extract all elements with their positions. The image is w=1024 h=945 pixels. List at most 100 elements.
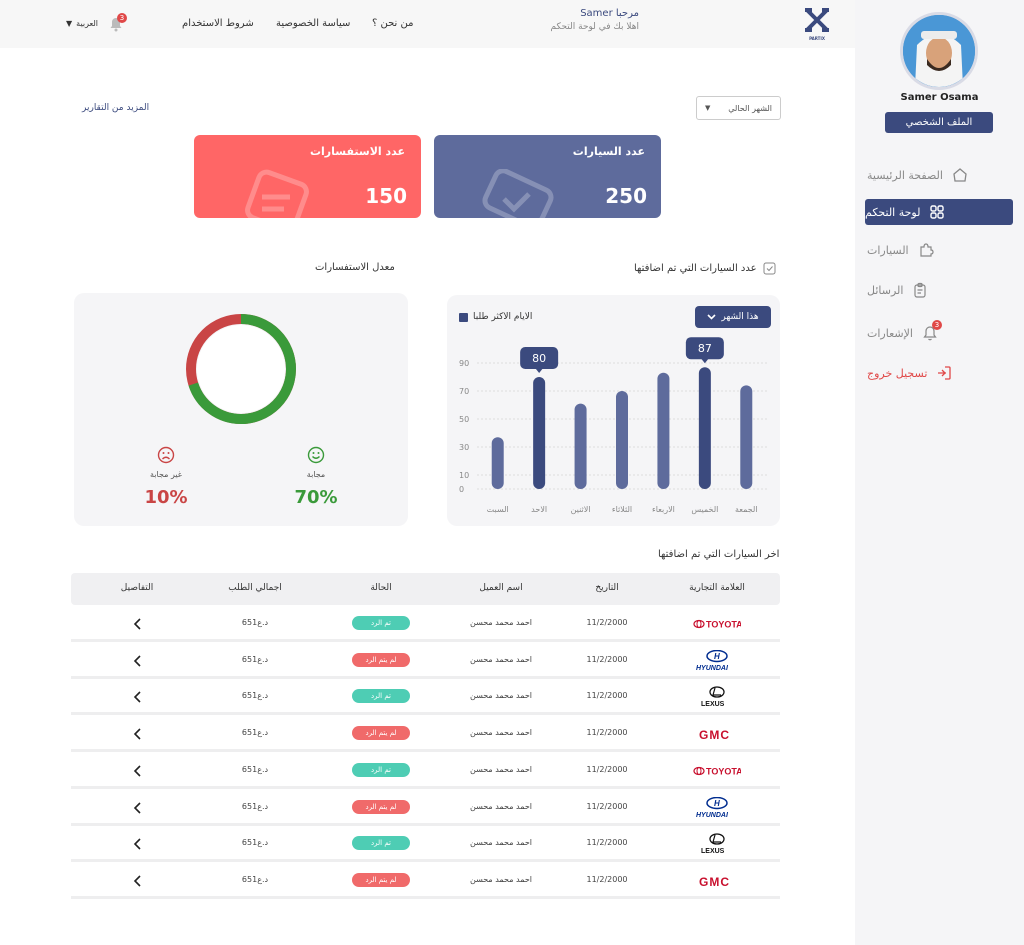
notifications-button[interactable]: 3 <box>108 13 127 32</box>
clipboard-icon <box>911 281 929 299</box>
logo-text: PARTIX <box>809 36 825 41</box>
column-header-brand: العلامة التجارية <box>689 583 745 593</box>
row-client: احمد محمد محسن <box>469 618 533 627</box>
y-tick-label: 50 <box>459 415 469 424</box>
table-row[interactable]: GMC 11/2/2000 احمد محمد محسن لم يتم الرد 651… <box>71 863 780 899</box>
column-header-details: التفاصيل <box>120 583 154 593</box>
status-badge: تم الرد <box>352 689 410 704</box>
svg-text:LEXUS: LEXUS <box>701 848 725 855</box>
sidebar-item-label: السيارات <box>867 243 909 257</box>
chart-bar[interactable] <box>698 367 711 489</box>
brand-logo: H HYUNDAI <box>679 649 755 673</box>
grid-icon <box>928 203 946 221</box>
language-select[interactable]: ▼ العربية <box>66 19 98 28</box>
month-filter-button[interactable]: هذا الشهر <box>695 306 771 328</box>
brand-logo: GMC <box>679 722 755 746</box>
unanswered-value: 10% <box>144 487 188 508</box>
more-reports-link[interactable]: المزيد من التقارير <box>82 103 150 113</box>
bar-value-callout: 80 <box>520 347 559 373</box>
terms-link[interactable]: شروط الاستخدام <box>182 18 254 29</box>
svg-text:TOYOTA: TOYOTA <box>706 620 741 630</box>
chart-bar[interactable] <box>657 372 670 489</box>
chart-bar[interactable] <box>574 403 587 489</box>
details-button[interactable] <box>131 836 145 850</box>
table-row[interactable]: H HYUNDAI 11/2/2000 احمد محمد محسن لم يتم ال… <box>71 643 780 679</box>
about-link[interactable]: من نحن ؟ <box>372 18 414 29</box>
donut-segment-answered <box>186 314 296 424</box>
cars-count-card[interactable]: عدد السيارات 250 <box>434 135 661 218</box>
table-row[interactable]: H HYUNDAI 11/2/2000 احمد محمد محسن لم يتم ال… <box>71 790 780 826</box>
sidebar-item-messages[interactable]: الرسائل <box>867 277 1013 303</box>
y-tick-label: 30 <box>459 443 469 452</box>
table-row[interactable]: LEXUS 11/2/2000 احمد محمد محسن تم الرد 651د.… <box>71 826 780 863</box>
svg-text:TOYOTA: TOYOTA <box>706 766 741 776</box>
home-icon <box>951 166 969 184</box>
row-date: 11/2/2000 <box>586 691 628 701</box>
chevron-left-icon <box>133 765 141 777</box>
row-total: 651د.ع <box>241 618 269 627</box>
brand-logo: GMC <box>679 869 755 893</box>
details-button[interactable] <box>131 763 145 777</box>
row-date: 11/2/2000 <box>586 654 628 664</box>
status-badge: تم الرد <box>352 616 410 630</box>
month-filter-label: هذا الشهر <box>721 312 759 322</box>
greeting-subtitle: اهلا بك في لوحة التحكم <box>550 22 639 32</box>
top-header: ▼ العربية 3 شروط الاستخدام سياسة الخصوصي… <box>0 0 855 48</box>
details-button[interactable] <box>131 800 145 814</box>
sidebar-item-cars[interactable]: السيارات <box>867 237 1013 263</box>
chart-bar[interactable] <box>491 437 504 489</box>
chevron-left-icon <box>133 691 141 703</box>
inquiries-count-value: 150 <box>365 184 407 208</box>
chevron-down-icon: ▼ <box>66 19 73 28</box>
sidebar-item-dashboard[interactable]: لوحة التحكم <box>865 199 1013 225</box>
x-tick-label: الاحد <box>531 505 547 514</box>
details-button[interactable] <box>131 653 145 667</box>
profile-button[interactable]: الملف الشخصي <box>885 112 993 133</box>
details-button[interactable] <box>131 726 145 740</box>
svg-text:GMC: GMC <box>699 875 730 888</box>
x-tick-label: الثلاثاء <box>612 505 632 514</box>
x-tick-label: الخميس <box>691 505 718 514</box>
inquiries-count-card[interactable]: عدد الاستفسارات 150 <box>194 135 421 218</box>
sidebar-item-notifications[interactable]: 3 الإشعارات <box>867 320 1013 346</box>
chart-bar[interactable] <box>740 385 753 489</box>
answered-value: 70% <box>294 487 338 508</box>
row-total: 651د.ع <box>241 801 269 811</box>
row-client: احمد محمد محسن <box>469 764 533 774</box>
brand-logo: TOYOTA <box>679 759 755 783</box>
table-row[interactable]: TOYOTA 11/2/2000 احمد محمد محسن تم الرد 651د… <box>71 606 780 642</box>
chevron-left-icon <box>133 618 141 630</box>
logout-icon <box>935 364 953 382</box>
answered-label: مجابة <box>306 470 326 479</box>
period-value: الشهر الحالي <box>728 103 772 113</box>
row-client: احمد محمد محسن <box>469 874 533 884</box>
smile-icon <box>307 446 325 464</box>
row-client: احمد محمد محسن <box>469 801 533 811</box>
row-total: 651د.ع <box>241 654 269 664</box>
privacy-link[interactable]: سياسة الخصوصية <box>276 18 351 29</box>
period-select[interactable]: الشهر الحالي ▼ <box>696 96 781 120</box>
sidebar-item-label: الصفحة الرئيسية <box>867 168 943 182</box>
details-button[interactable] <box>131 616 145 630</box>
sidebar-item-home[interactable]: الصفحة الرئيسية <box>867 162 1013 188</box>
table-row[interactable]: GMC 11/2/2000 احمد محمد محسن لم يتم الرد 651… <box>71 716 780 753</box>
x-tick-label: السبت <box>487 505 509 514</box>
chevron-down-icon: ▼ <box>705 104 711 112</box>
chart-bar[interactable] <box>616 391 628 489</box>
section-title: عدد السيارات التي تم اضافتها <box>634 262 757 274</box>
y-tick-label: 0 <box>459 485 464 494</box>
table-row[interactable]: TOYOTA 11/2/2000 احمد محمد محسن تم الرد 651د… <box>71 753 780 789</box>
legend-label: الايام الاكثر طلبا <box>473 312 533 322</box>
details-button[interactable] <box>131 873 145 887</box>
table-header: العلامة التجارية التاريخ اسم العميل الحا… <box>71 573 780 605</box>
user-name: Samer Osama <box>900 92 979 103</box>
y-tick-label: 10 <box>459 471 469 480</box>
chart-bar[interactable] <box>533 377 546 489</box>
details-button[interactable] <box>131 689 145 703</box>
avatar[interactable] <box>900 12 978 90</box>
table-row[interactable]: LEXUS 11/2/2000 احمد محمد محسن تم الرد 651د.… <box>71 679 780 716</box>
sidebar-item-label: الرسائل <box>867 283 904 297</box>
document-icon <box>234 169 324 218</box>
sidebar-item-logout[interactable]: تسجيل خروج <box>867 360 1013 386</box>
partix-logo[interactable]: PARTIX <box>804 8 830 41</box>
